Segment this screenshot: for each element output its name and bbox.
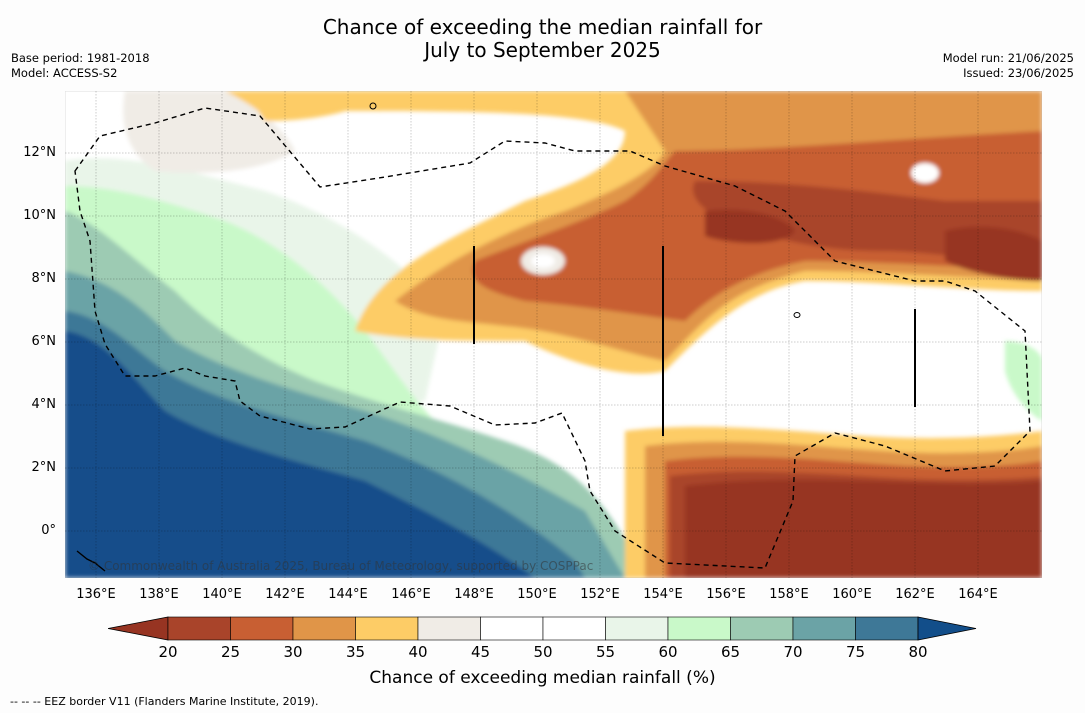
colorbar-tick-label: 20 — [158, 643, 178, 661]
longitude-label: 152°E — [580, 587, 620, 602]
colorbar-tick-label: 50 — [533, 643, 553, 661]
copyright-text: © Commonwealth of Australia 2025, Bureau… — [88, 559, 594, 573]
latitude-label: 4°N — [31, 397, 57, 412]
colorbar-tick-label: 40 — [408, 643, 428, 661]
model-text: Model: ACCESS-S2 — [11, 66, 118, 80]
longitude-label: 162°E — [895, 587, 935, 602]
colorbar-over-arrow — [917, 616, 977, 641]
colorbar-tick-label: 30 — [283, 643, 303, 661]
island-outline — [793, 312, 801, 318]
colorbar-tick-label: 80 — [908, 643, 928, 661]
latitude-label: 10°N — [23, 208, 56, 223]
island-outline — [369, 102, 377, 110]
colorbar-cell — [855, 616, 919, 641]
longitude-label: 160°E — [832, 587, 872, 602]
colorbar-label: Chance of exceeding median rainfall (%) — [369, 668, 716, 688]
longitude-label: 158°E — [769, 587, 809, 602]
island-outline — [76, 550, 106, 572]
longitude-label: 144°E — [328, 587, 368, 602]
colorbar-tick-label: 45 — [470, 643, 491, 661]
colorbar-tick-label: 60 — [658, 643, 678, 661]
longitude-label: 156°E — [706, 587, 746, 602]
longitude-label: 136°E — [76, 587, 116, 602]
gridlines — [65, 91, 1042, 578]
base-period-text: Base period: 1981-2018 — [11, 51, 150, 65]
longitude-label: 140°E — [202, 587, 242, 602]
colorbar-cell — [730, 616, 794, 641]
colorbar-cell — [605, 616, 669, 641]
latitude-label: 2°N — [31, 460, 57, 475]
longitude-label: 164°E — [958, 587, 998, 602]
colorbar-cell — [792, 616, 856, 641]
colorbar — [108, 616, 977, 641]
colorbar-tick-label: 35 — [345, 643, 366, 661]
meta-right: Model run: 21/06/2025 Issued: 23/06/2025 — [943, 51, 1074, 81]
issued-text: Issued: 23/06/2025 — [963, 66, 1074, 80]
longitude-label: 154°E — [643, 587, 683, 602]
longitude-label: 150°E — [517, 587, 557, 602]
colorbar-cell — [542, 616, 606, 641]
model-run-text: Model run: 21/06/2025 — [942, 51, 1074, 65]
longitude-label: 138°E — [139, 587, 179, 602]
colorbar-cell — [292, 616, 356, 641]
colorbar-cell — [417, 616, 481, 641]
longitude-label: 148°E — [454, 587, 494, 602]
colorbar-tick-label: 25 — [220, 643, 241, 661]
rainfall-map — [65, 91, 1042, 578]
colorbar-tick-label: 70 — [783, 643, 803, 661]
longitude-label: 142°E — [265, 587, 305, 602]
eez-footer-note: -- -- -- EEZ border V11 (Flanders Marine… — [10, 695, 319, 708]
colorbar-cell — [230, 616, 294, 641]
map-title-line-2: July to September 2025 — [424, 38, 661, 62]
latitude-label: 12°N — [23, 145, 56, 160]
meta-left: Base period: 1981-2018 Model: ACCESS-S2 — [11, 51, 150, 81]
latitude-label: 8°N — [31, 271, 57, 286]
colorbar-cell — [480, 616, 544, 641]
colorbar-cell — [667, 616, 731, 641]
longitude-label: 146°E — [391, 587, 431, 602]
colorbar-cell — [167, 616, 231, 641]
latitude-label: 0° — [41, 523, 56, 538]
colorbar-cell — [355, 616, 419, 641]
colorbar-tick-label: 55 — [595, 643, 616, 661]
latitude-label: 6°N — [31, 334, 57, 349]
colorbar-tick-label: 65 — [720, 643, 741, 661]
eez-border — [74, 107, 1031, 569]
map-title-line-1: Chance of exceeding the median rainfall … — [322, 15, 763, 39]
colorbar-tick-label: 75 — [845, 643, 866, 661]
colorbar-under-arrow — [108, 616, 169, 641]
